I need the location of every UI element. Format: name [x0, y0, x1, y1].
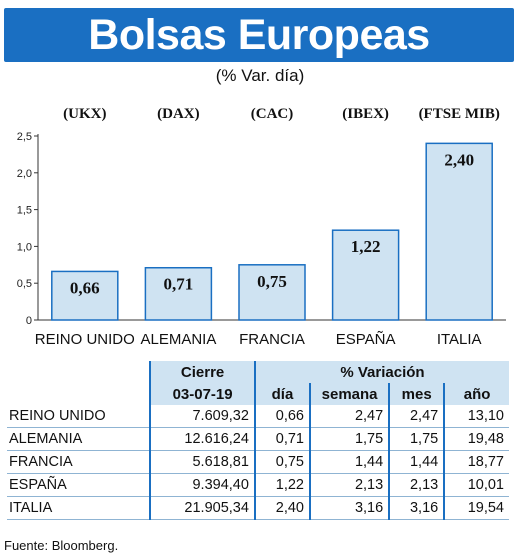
row-country: ALEMANIA — [7, 427, 151, 451]
row-country: FRANCIA — [7, 450, 151, 474]
index-label: (FTSE MIB) — [419, 106, 500, 122]
row-cierre: 7.609,32 — [149, 405, 255, 428]
row-cierre: 12.616,24 — [149, 427, 255, 451]
row-mes: 1,75 — [388, 427, 445, 451]
row-mes: 3,16 — [388, 496, 445, 520]
bar — [238, 264, 306, 321]
chart-subtitle: (% Var. día) — [215, 66, 305, 85]
bar — [144, 266, 213, 321]
bar-value-label: 1,22 — [351, 237, 381, 256]
row-cierre: 21.905,34 — [149, 496, 255, 520]
index-label: (UKX) — [63, 106, 106, 122]
bar — [331, 229, 400, 321]
bar — [51, 270, 119, 321]
x-category-label: REINO UNIDO — [35, 331, 135, 348]
x-category-label: ITALIA — [437, 331, 482, 348]
row-country: ESPAÑA — [7, 473, 151, 497]
y-tick-label: 0 — [26, 315, 32, 327]
bar-value-label: 0,71 — [164, 275, 194, 294]
header-ano: año — [443, 383, 509, 405]
row-country: ITALIA — [7, 496, 151, 520]
data-table-wrapper: Cierre % Variación 03-07-19 día semana m… — [7, 361, 509, 520]
header-dia: día — [253, 383, 310, 405]
header-date: 03-07-19 — [149, 383, 255, 405]
title-banner: Bolsas Europeas — [4, 8, 514, 62]
index-label: (IBEX) — [342, 106, 389, 122]
header-cierre: Cierre — [149, 361, 255, 383]
y-tick-label: 2,0 — [17, 168, 32, 180]
header-variacion: % Variación — [253, 361, 509, 383]
header-empty-2 — [7, 383, 151, 405]
row-mes: 2,13 — [388, 473, 445, 497]
row-dia: 0,71 — [253, 427, 310, 451]
row-semana: 1,75 — [308, 427, 390, 451]
bar-value-label: 0,75 — [257, 272, 287, 291]
x-category-label: ESPAÑA — [336, 331, 396, 348]
row-ano: 19,48 — [443, 427, 509, 451]
y-tick-label: 2,5 — [17, 131, 32, 143]
row-ano: 19,54 — [443, 496, 509, 520]
bar — [425, 142, 493, 321]
table-row: ESPAÑA 9.394,40 1,22 2,13 2,13 10,01 — [7, 473, 509, 497]
header-mes: mes — [388, 383, 445, 405]
row-ano: 13,10 — [443, 405, 509, 428]
row-cierre: 5.618,81 — [149, 450, 255, 474]
table-row: REINO UNIDO 7.609,32 0,66 2,47 2,47 13,10 — [7, 405, 509, 428]
row-ano: 10,01 — [443, 473, 509, 497]
source-note: Fuente: Bloomberg. — [4, 538, 119, 553]
table-header-row-1: Cierre % Variación — [7, 361, 509, 383]
x-category-label: ALEMANIA — [140, 331, 216, 348]
row-country: REINO UNIDO — [7, 405, 151, 428]
row-mes: 1,44 — [388, 450, 445, 474]
row-ano: 18,77 — [443, 450, 509, 474]
table-row: ITALIA 21.905,34 2,40 3,16 3,16 19,54 — [7, 496, 509, 520]
data-table: Cierre % Variación 03-07-19 día semana m… — [7, 361, 509, 520]
row-semana: 2,47 — [308, 405, 390, 428]
page-title: Bolsas Europeas — [88, 10, 430, 59]
index-label: (CAC) — [251, 106, 294, 122]
bar-value-label: 0,66 — [70, 278, 100, 297]
y-tick-label: 0,5 — [17, 278, 32, 290]
y-tick-label: 1,0 — [17, 241, 32, 253]
header-semana: semana — [308, 383, 390, 405]
table-header-row-2: 03-07-19 día semana mes año — [7, 383, 509, 405]
row-mes: 2,47 — [388, 405, 445, 428]
row-dia: 0,75 — [253, 450, 310, 474]
bar-value-label: 2,40 — [444, 150, 474, 169]
row-dia: 2,40 — [253, 496, 310, 520]
y-tick-label: 1,5 — [17, 205, 32, 217]
table-row: FRANCIA 5.618,81 0,75 1,44 1,44 18,77 — [7, 450, 509, 474]
row-dia: 1,22 — [253, 473, 310, 497]
index-label: (DAX) — [157, 106, 200, 122]
table-row: ALEMANIA 12.616,24 0,71 1,75 1,75 19,48 — [7, 427, 509, 451]
row-dia: 0,66 — [253, 405, 310, 428]
row-cierre: 9.394,40 — [149, 473, 255, 497]
bar-chart: 0 0,5 1,0 1,5 2,0 2,5 0,66 REINO UNIDO (UKX) 0,71… — [17, 106, 506, 348]
x-category-label: FRANCIA — [239, 331, 305, 348]
row-semana: 3,16 — [308, 496, 390, 520]
header-empty — [7, 361, 151, 383]
row-semana: 2,13 — [308, 473, 390, 497]
row-semana: 1,44 — [308, 450, 390, 474]
